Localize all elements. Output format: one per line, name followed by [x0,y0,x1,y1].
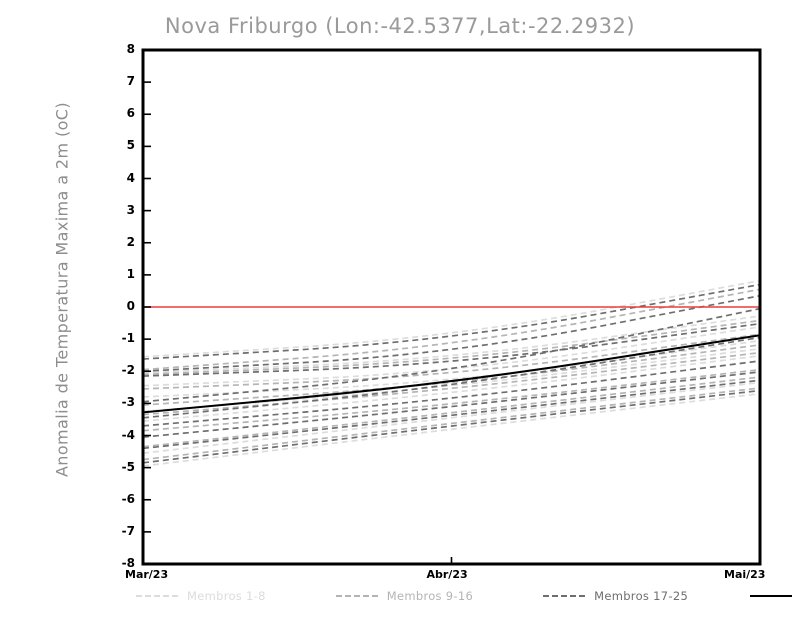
x-tick-label: Mai/23 [724,568,766,581]
y-tick-label: 4 [126,170,135,185]
y-tick-label: 3 [126,202,135,217]
series-line-member [142,315,761,374]
series-line-member [142,279,761,358]
y-tick-label: 0 [126,299,135,313]
y-tick-label: 2 [126,234,135,249]
series-line-member [142,344,761,406]
y-tick-label: 5 [126,138,135,153]
y-tick-label: 6 [126,106,135,121]
legend-swatch [335,595,378,597]
series-line-member [142,326,761,387]
legend-swatch [750,594,793,598]
series-line-member [142,376,761,448]
series-line-member [142,336,761,419]
series-line-member [142,322,761,377]
x-tick-label: Abr/23 [426,568,468,581]
y-tick-label: -8 [121,556,135,570]
axis-ticks [142,49,761,565]
series-line-member [142,387,761,461]
series-line-member [142,288,761,371]
series-line-member [142,389,761,464]
series-line-member [142,307,761,403]
legend-label: Membros 1-8 [187,589,266,603]
series-line-member [142,333,761,390]
y-tick-label: -4 [121,427,135,442]
y-tick-label: -3 [121,395,135,410]
legend-swatch [136,595,178,597]
series-line-member [142,319,761,376]
legend-entry[interactable]: Membros 9-16 [335,589,474,603]
y-tick-label: 1 [126,266,135,281]
y-tick-label: -1 [121,331,135,346]
series-line-member [142,379,761,450]
y-tick-label: 8 [126,42,135,56]
series-line-member [142,354,761,422]
y-tick-label: 7 [126,74,135,89]
series-line-member [142,368,761,432]
series-line-member [142,381,761,455]
legend-entry[interactable]: Membros 1-8 [136,589,266,603]
y-tick-label: -2 [121,363,135,378]
y-tick-label: -7 [121,523,135,538]
series-line-member [142,283,761,360]
series-layer [142,279,761,467]
series-line-ensemble-mean [142,334,761,414]
series-line-member [142,347,761,413]
series-line-member [142,294,761,373]
series-line-member [142,339,761,398]
legend-label: Membros 9-16 [386,589,474,603]
legend-swatch [543,595,586,597]
y-tick-label: -6 [121,491,135,506]
legend-label: Membros 17-25 [594,589,689,603]
chart-title: Nova Friburgo (Lon:-42.5377,Lat:-22.2932… [164,14,636,38]
legend-entry[interactable]: Membros 17-25 [543,589,688,603]
series-line-member [142,371,761,438]
x-tick-label: Mar/23 [125,568,169,581]
legend-entry[interactable]: Ensemble Mean [750,589,800,603]
y-tick-label: -5 [121,459,135,474]
series-line-member [142,392,761,467]
series-line-member [142,360,761,427]
